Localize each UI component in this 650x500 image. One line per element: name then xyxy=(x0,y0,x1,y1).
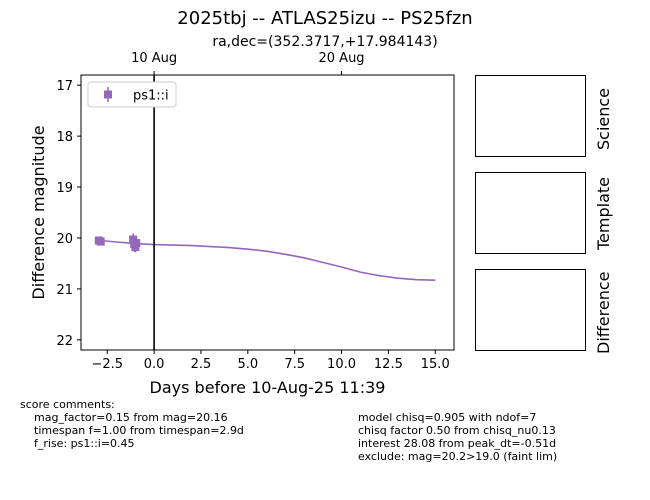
x-tick-label: 12.5 xyxy=(374,357,403,372)
point-marker xyxy=(131,243,140,252)
x-tick-label: 2.5 xyxy=(191,357,212,372)
legend-label: ps1::i xyxy=(133,89,169,104)
score-comments-header: score comments: xyxy=(20,398,115,411)
model-comment-line: chisq factor 0.50 from chisq_nu0.13 xyxy=(358,424,556,437)
y-tick-label: 19 xyxy=(56,181,73,196)
plot-frame xyxy=(80,74,455,351)
legend-marker xyxy=(104,90,112,99)
legend-box xyxy=(87,81,177,108)
y-tick-label: 21 xyxy=(56,283,73,298)
x-axis-label: Days before 10-Aug-25 11:39 xyxy=(150,378,386,397)
score-comment-line: timespan f=1.00 from timespan=2.9d xyxy=(34,424,244,437)
y-axis-label: Difference magnitude xyxy=(29,125,48,299)
score-comment-line: mag_factor=0.15 from mag=20.16 xyxy=(34,411,228,424)
chart-title: 2025tbj -- ATLAS25izu -- PS25fzn xyxy=(177,8,473,29)
point-marker xyxy=(96,237,105,246)
x-tick-label: 5.0 xyxy=(237,357,258,372)
x-tick-label: 10.0 xyxy=(327,357,356,372)
data-point xyxy=(96,237,105,246)
difference-label: Difference xyxy=(594,271,613,354)
y-tick-label: 20 xyxy=(56,232,73,247)
science-cutout xyxy=(475,75,586,157)
legend: ps1::i xyxy=(87,81,177,108)
data-point xyxy=(132,236,141,250)
difference-cutout xyxy=(475,269,586,351)
y-tick-label: 17 xyxy=(56,79,73,94)
chart-subtitle: ra,dec=(352.3717,+17.984143) xyxy=(212,34,438,50)
top-tick-label: 20 Aug xyxy=(319,51,365,66)
science-label: Science xyxy=(594,87,613,150)
model-comment-line: interest 28.08 from peak_dt=-0.51d xyxy=(358,437,557,450)
model-curve xyxy=(99,239,436,281)
x-tick-label: −2.5 xyxy=(91,357,123,372)
score-comment-line: f_rise: ps1::i=0.45 xyxy=(34,437,135,450)
y-tick-label: 18 xyxy=(56,130,73,145)
x-tick-label: 15.0 xyxy=(421,357,450,372)
model-comment-line: exclude: mag=20.2>19.0 (faint lim) xyxy=(358,450,558,463)
template-cutout xyxy=(475,172,586,254)
template-label: Template xyxy=(594,176,613,250)
score-comments: score comments: mag_factor=0.15 from mag=… xyxy=(20,398,244,450)
model-comment-line: model chisq=0.905 with ndof=7 xyxy=(358,411,537,424)
x-tick-label: 0.0 xyxy=(144,357,165,372)
top-tick-label: 10 Aug xyxy=(131,51,177,66)
point-marker xyxy=(132,239,141,248)
x-tick-label: 7.5 xyxy=(284,357,305,372)
y-tick-label: 22 xyxy=(56,334,73,349)
model-comments: model chisq=0.905 with ndof=7 chisq facto… xyxy=(358,411,557,463)
